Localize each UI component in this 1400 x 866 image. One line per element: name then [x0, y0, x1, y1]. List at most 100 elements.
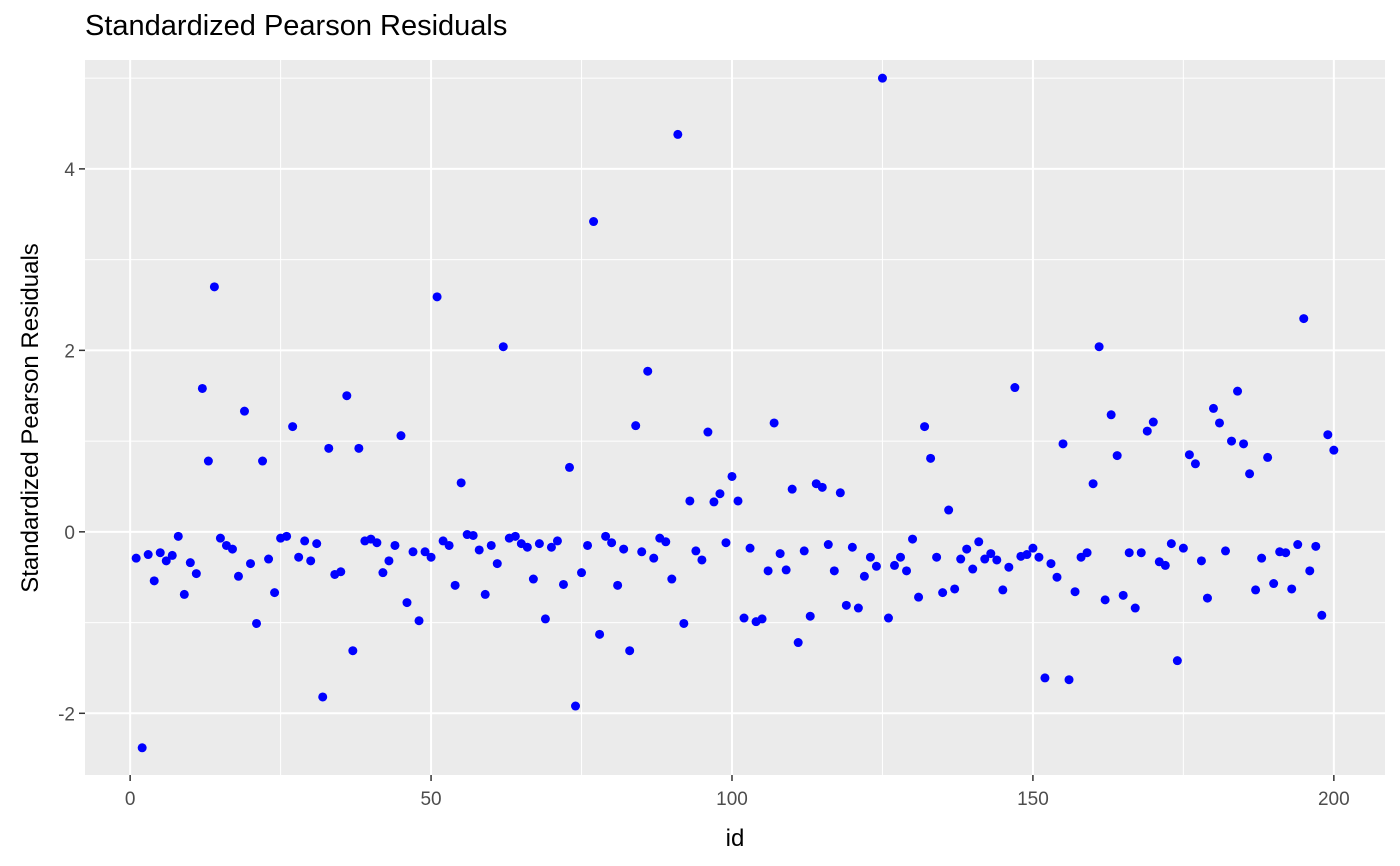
data-point [239, 406, 249, 416]
data-point [167, 550, 177, 560]
data-point [288, 422, 298, 432]
data-point [847, 542, 857, 552]
data-point [456, 478, 466, 488]
data-point [607, 538, 617, 548]
major-gridlines [85, 60, 1385, 775]
data-point [1214, 418, 1224, 428]
data-point [1070, 587, 1080, 597]
data-point [1251, 585, 1261, 595]
data-point [625, 646, 635, 656]
data-point [414, 616, 424, 626]
data-point [1221, 546, 1231, 556]
data-point [920, 422, 930, 432]
y-axis-title: Standardized Pearson Residuals [17, 243, 44, 593]
data-point [252, 618, 262, 628]
data-point [1323, 430, 1333, 440]
data-point [1190, 459, 1200, 469]
data-point [1172, 656, 1182, 666]
data-point [432, 292, 442, 302]
data-point [1329, 445, 1339, 455]
data-point [980, 554, 990, 564]
data-point [685, 496, 695, 506]
data-point [155, 548, 165, 558]
data-point [667, 574, 677, 584]
data-point [1034, 552, 1044, 562]
data-point [540, 614, 550, 624]
data-point [1124, 548, 1134, 558]
data-point [1202, 593, 1212, 603]
data-point [889, 560, 899, 570]
data-point [1305, 566, 1315, 576]
data-point [179, 589, 189, 599]
y-tick-label: 4 [64, 160, 75, 181]
data-point [1112, 451, 1122, 461]
data-point [865, 552, 875, 562]
y-axis-ticks: -2 0 2 4 [58, 160, 85, 725]
x-tick-label: 150 [1017, 789, 1049, 810]
data-point [474, 545, 484, 555]
data-point [932, 552, 942, 562]
data-point [1046, 559, 1056, 569]
data-point [853, 603, 863, 613]
data-point [902, 566, 912, 576]
data-point [492, 559, 502, 569]
data-point [312, 539, 322, 549]
data-point [270, 588, 280, 598]
data-point [883, 613, 893, 623]
data-point [143, 550, 153, 560]
data-point [1004, 562, 1014, 572]
data-point [468, 530, 478, 540]
minor-gridlines [85, 60, 1385, 775]
data-point [203, 456, 213, 466]
data-point [643, 366, 653, 376]
data-point [805, 611, 815, 621]
data-point [1239, 439, 1249, 449]
data-point [558, 579, 568, 589]
data-point [444, 540, 454, 550]
data-point [835, 488, 845, 498]
data-point [1142, 426, 1152, 436]
data-point [426, 552, 436, 562]
data-point [757, 614, 767, 624]
data-point [1088, 479, 1098, 489]
data-point [691, 546, 701, 556]
data-point [877, 73, 887, 83]
data-point [1094, 342, 1104, 352]
y-tick-label: 2 [64, 341, 75, 362]
plot-panel [85, 60, 1385, 775]
data-point [1166, 539, 1176, 549]
data-point [829, 566, 839, 576]
data-point [546, 542, 556, 552]
data-point [727, 471, 737, 481]
data-point [161, 556, 171, 566]
data-point [619, 544, 629, 554]
data-point [577, 568, 587, 578]
data-point [950, 584, 960, 594]
data-point [227, 544, 237, 554]
data-point [661, 537, 671, 547]
data-point [1317, 610, 1327, 620]
data-point [601, 531, 611, 541]
data-point [342, 391, 352, 401]
data-point [390, 540, 400, 550]
data-point [823, 540, 833, 550]
data-point [1281, 548, 1291, 558]
data-point [1136, 548, 1146, 558]
data-point [721, 538, 731, 548]
data-point [998, 585, 1008, 595]
data-point [956, 554, 966, 564]
data-point [300, 536, 310, 546]
data-point [595, 629, 605, 639]
data-point [209, 282, 219, 292]
data-point [384, 556, 394, 566]
data-point [131, 553, 141, 563]
data-point [1118, 590, 1128, 600]
data-point [1160, 560, 1170, 570]
data-point [510, 531, 520, 541]
data-point [1257, 553, 1267, 563]
data-point [871, 561, 881, 571]
data-point [1106, 410, 1116, 420]
data-point [1208, 403, 1218, 413]
data-point [1299, 314, 1309, 324]
data-point [613, 580, 623, 590]
